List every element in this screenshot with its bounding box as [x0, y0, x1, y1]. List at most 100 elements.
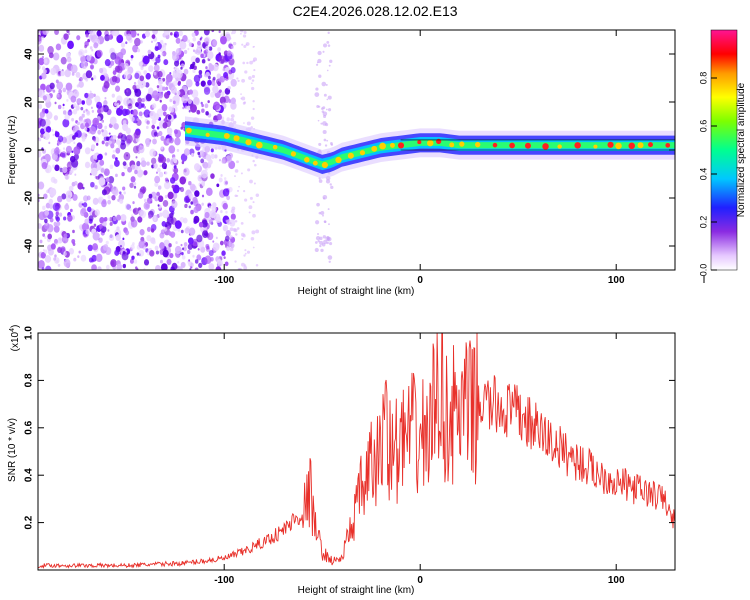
noise-blob: [68, 185, 74, 192]
noise-blob: [122, 123, 129, 131]
x-tick-label: 100: [608, 275, 625, 286]
noise-blob: [41, 55, 44, 59]
noise-blob: [190, 201, 194, 205]
noise-blob: [92, 231, 100, 241]
noise-blob: [183, 195, 190, 204]
colorbar-ticks: 0.0 0.2 0.4 0.6 0.8: [698, 72, 717, 283]
noise-blob: [130, 219, 138, 228]
noise-blob: [219, 96, 226, 105]
noise-blob: [190, 209, 194, 215]
noise-blob: [84, 147, 91, 155]
noise-blob: [315, 235, 321, 241]
noise-blob: [148, 214, 152, 219]
noise-blob: [38, 64, 41, 71]
noise-blob: [120, 42, 126, 48]
noise-blob: [252, 59, 255, 63]
noise-blob: [131, 214, 134, 217]
noise-blob: [143, 70, 148, 75]
noise-blob: [140, 40, 143, 44]
noise-blob: [220, 91, 225, 97]
noise-blob: [218, 52, 221, 56]
noise-blob: [161, 103, 168, 112]
noise-blob: [104, 125, 108, 130]
noise-blob: [248, 76, 252, 80]
noise-blob: [328, 64, 331, 67]
noise-blob: [126, 154, 129, 157]
noise-blob: [318, 211, 322, 215]
noise-blob: [110, 52, 117, 60]
noise-blob: [90, 181, 95, 188]
noise-blob: [89, 126, 97, 135]
noise-blob: [202, 161, 209, 169]
noise-blob: [314, 92, 320, 97]
noise-blob: [81, 60, 88, 70]
noise-blob: [179, 176, 187, 185]
noise-blob: [104, 34, 110, 42]
noise-blob: [156, 191, 161, 197]
noise-blob: [116, 102, 120, 107]
noise-blob: [67, 194, 71, 198]
noise-blob: [226, 50, 232, 57]
noise-blob: [329, 59, 333, 63]
noise-blob: [157, 195, 164, 203]
noise-blob: [229, 42, 232, 45]
noise-blob: [188, 89, 194, 95]
noise-blob: [181, 94, 189, 104]
noise-blob: [130, 164, 136, 170]
noise-blob: [244, 70, 248, 74]
noise-blob: [243, 44, 247, 48]
noise-blob: [157, 78, 164, 85]
noise-blob: [56, 81, 64, 90]
noise-blob: [96, 142, 99, 146]
noise-blob: [85, 108, 88, 112]
noise-blob: [93, 138, 96, 142]
noise-blob: [124, 203, 131, 211]
noise-blob: [57, 237, 63, 244]
noise-blob: [39, 239, 43, 244]
noise-blob: [49, 82, 55, 90]
noise-blob: [58, 89, 62, 94]
noise-blob: [215, 236, 218, 240]
noise-blob: [237, 79, 240, 82]
noise-blob: [115, 147, 121, 154]
noise-blob: [143, 105, 147, 109]
y-tick-label: 0.6: [24, 420, 35, 434]
noise-blob: [162, 199, 169, 207]
noise-blob: [221, 159, 226, 164]
noise-blob: [180, 126, 184, 130]
noise-blob: [138, 111, 143, 117]
colorbar-tick-label: 0.8: [698, 72, 708, 85]
colorbar-gradient: [710, 29, 738, 271]
noise-blob: [78, 250, 81, 254]
ridge-peak: [335, 156, 342, 164]
noise-blob: [192, 49, 196, 53]
noise-blob: [175, 37, 181, 44]
noise-blob: [132, 208, 137, 213]
noise-blob: [100, 74, 105, 81]
noise-blob: [73, 141, 76, 145]
noise-blob: [179, 187, 182, 190]
noise-blob: [250, 116, 255, 120]
noise-blob: [181, 252, 184, 256]
noise-blob: [60, 70, 65, 77]
noise-blob: [111, 75, 118, 83]
noise-blob: [324, 144, 328, 147]
noise-blob: [188, 181, 192, 186]
y-tick-label: 20: [24, 96, 35, 108]
noise-blob: [230, 114, 235, 118]
noise-blob: [76, 98, 82, 105]
ridge-peak: [436, 138, 442, 145]
noise-blob: [158, 130, 163, 137]
noise-blob: [231, 31, 234, 35]
noise-blob: [163, 181, 171, 190]
noise-blob: [138, 249, 145, 257]
noise-blob: [143, 198, 147, 203]
noise-blob: [157, 185, 162, 190]
noise-blob: [71, 72, 75, 76]
noise-blob: [143, 109, 151, 118]
noise-blob: [85, 70, 93, 79]
noise-blob: [74, 132, 79, 138]
noise-blob: [97, 108, 102, 114]
noise-blob: [174, 245, 182, 255]
noise-blob: [228, 160, 236, 170]
